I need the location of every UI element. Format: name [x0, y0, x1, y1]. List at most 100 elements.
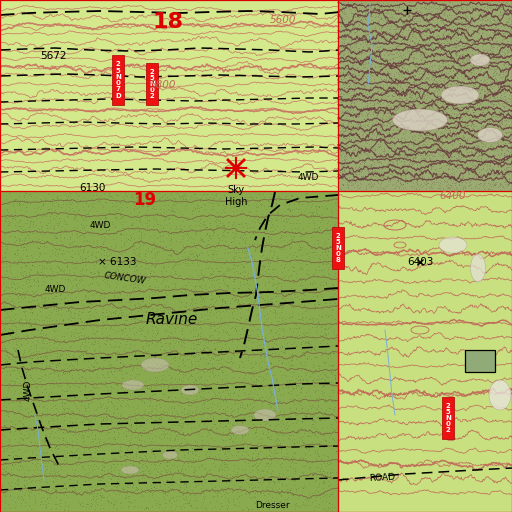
Point — [432, 117, 440, 125]
Point — [93, 490, 101, 499]
Point — [81, 355, 89, 363]
Point — [227, 227, 236, 236]
Point — [318, 322, 326, 330]
Point — [165, 435, 174, 443]
Point — [386, 169, 394, 177]
Point — [482, 165, 490, 174]
Point — [503, 29, 511, 37]
Point — [448, 164, 456, 173]
Point — [497, 65, 505, 73]
Point — [472, 96, 480, 104]
Point — [214, 356, 222, 364]
Point — [27, 282, 35, 290]
Point — [142, 190, 151, 199]
Point — [58, 368, 67, 376]
Point — [99, 304, 108, 312]
Point — [64, 396, 72, 404]
Point — [454, 136, 462, 144]
Point — [427, 156, 435, 164]
Point — [91, 434, 99, 442]
Point — [432, 164, 440, 173]
Point — [113, 296, 121, 305]
Point — [101, 419, 109, 427]
Point — [398, 63, 406, 71]
Point — [440, 36, 448, 45]
Point — [145, 408, 153, 416]
Point — [92, 248, 100, 256]
Point — [253, 456, 261, 464]
Point — [456, 139, 464, 147]
Point — [396, 181, 404, 189]
Point — [301, 351, 309, 359]
Point — [274, 489, 283, 498]
Point — [283, 365, 291, 373]
Point — [180, 471, 188, 479]
Point — [182, 492, 190, 500]
Point — [474, 24, 482, 32]
Point — [243, 503, 251, 511]
Point — [7, 394, 15, 402]
Point — [399, 165, 407, 174]
Point — [107, 386, 115, 394]
Point — [78, 340, 86, 348]
Point — [195, 221, 203, 229]
Point — [176, 385, 184, 393]
Point — [116, 298, 124, 306]
Point — [149, 438, 157, 446]
Point — [412, 149, 420, 157]
Point — [375, 170, 383, 178]
Point — [329, 230, 337, 239]
Point — [227, 434, 235, 442]
Point — [176, 365, 184, 373]
Point — [379, 2, 388, 10]
Point — [374, 35, 382, 44]
Point — [419, 163, 428, 172]
Point — [228, 413, 237, 421]
Point — [301, 307, 309, 315]
Point — [491, 17, 499, 25]
Point — [418, 44, 426, 52]
Point — [85, 416, 93, 424]
Point — [478, 6, 486, 14]
Point — [96, 393, 104, 401]
Point — [15, 369, 24, 377]
Point — [343, 32, 351, 40]
Point — [174, 456, 182, 464]
Point — [258, 426, 266, 435]
Point — [121, 466, 129, 475]
Point — [473, 52, 481, 60]
Point — [428, 13, 436, 22]
Point — [397, 163, 405, 172]
Point — [122, 492, 131, 500]
Point — [429, 148, 437, 156]
Point — [88, 248, 96, 257]
Point — [61, 293, 69, 302]
Point — [66, 413, 74, 421]
Point — [479, 60, 487, 68]
Point — [139, 286, 147, 294]
Point — [347, 20, 355, 28]
Point — [324, 247, 332, 255]
Point — [237, 490, 245, 499]
Point — [22, 379, 30, 388]
Point — [198, 284, 206, 292]
Point — [362, 150, 370, 158]
Point — [450, 105, 458, 114]
Point — [481, 117, 489, 125]
Point — [135, 464, 143, 472]
Point — [30, 428, 38, 436]
Point — [411, 72, 419, 80]
Point — [315, 266, 323, 274]
Point — [358, 17, 366, 26]
Point — [276, 407, 284, 415]
Point — [245, 483, 253, 492]
Point — [477, 64, 485, 72]
Point — [363, 161, 371, 169]
Point — [483, 125, 491, 134]
Point — [224, 358, 232, 366]
Point — [361, 0, 369, 7]
Point — [181, 230, 189, 239]
Point — [465, 158, 474, 166]
Point — [133, 419, 141, 427]
Bar — [0, 191, 338, 512]
